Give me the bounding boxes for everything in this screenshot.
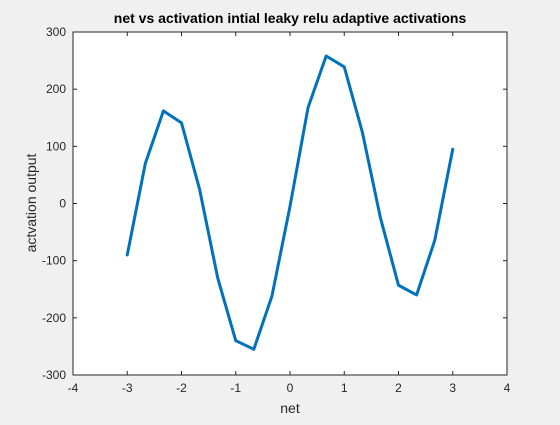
- series-line: [125, 54, 455, 351]
- axes-box: [72, 31, 508, 376]
- y-tick-label: -200: [42, 311, 66, 325]
- chart-title: net vs activation intial leaky relu adap…: [114, 10, 467, 26]
- x-tick-label: -2: [176, 381, 187, 395]
- y-tick-label: 200: [46, 82, 66, 96]
- x-tick-label: 4: [504, 381, 511, 395]
- y-tick-labels: -300 -200 -100 0 100 200 300: [42, 25, 66, 382]
- x-tick-label: 3: [449, 381, 456, 395]
- y-tick-label: -300: [42, 368, 66, 382]
- x-tick-label: -3: [122, 381, 133, 395]
- x-tick-labels: -4 -3 -2 -1 0 1 2 3 4: [68, 381, 511, 395]
- x-tick-label: 2: [395, 381, 402, 395]
- y-axis-label: actvation output: [23, 153, 39, 252]
- x-axis-label: net: [280, 400, 300, 416]
- y-tick-label: 0: [59, 197, 66, 211]
- x-tick-label: -4: [68, 381, 79, 395]
- y-tick-label: 300: [46, 25, 66, 39]
- y-tick-label: -100: [42, 254, 66, 268]
- y-tick-label: 100: [46, 139, 66, 153]
- x-tick-label: 1: [341, 381, 348, 395]
- x-tick-label: -1: [230, 381, 241, 395]
- x-tick-label: 0: [287, 381, 294, 395]
